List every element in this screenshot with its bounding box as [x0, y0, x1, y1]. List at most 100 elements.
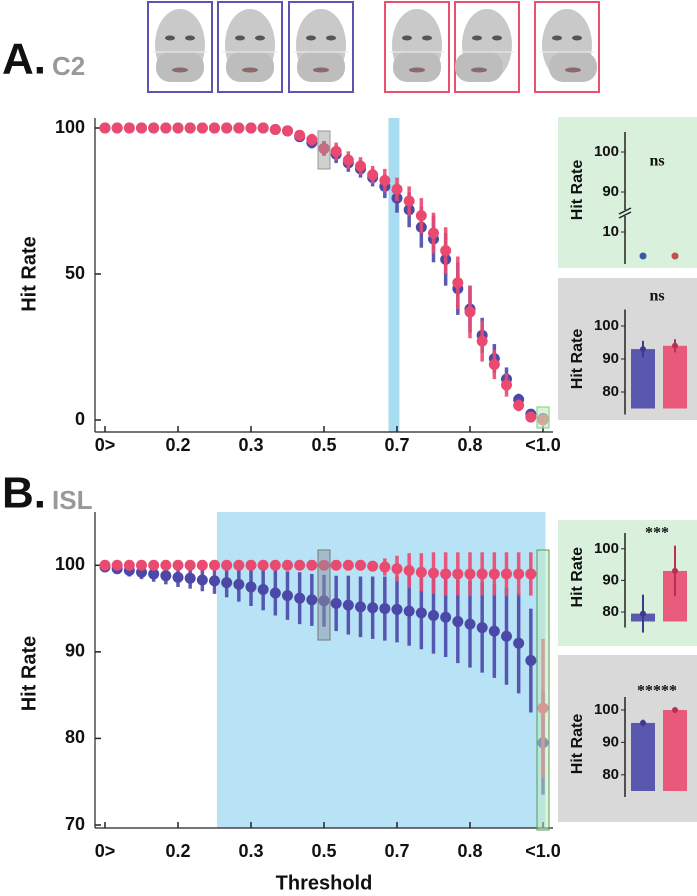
- data-point: [209, 559, 220, 571]
- data-point: [221, 577, 233, 589]
- face-bottom: [226, 52, 274, 82]
- data-point: [428, 567, 439, 579]
- data-point: [476, 622, 488, 634]
- data-point: [367, 560, 379, 572]
- data-point: [245, 559, 257, 571]
- data-point: [379, 603, 391, 615]
- y-tick-label: 80: [602, 603, 619, 620]
- data-point: [209, 122, 220, 134]
- data-point: [513, 637, 525, 649]
- y-tick-label: 70: [65, 814, 85, 834]
- data-point: [403, 605, 415, 617]
- data-point: [476, 335, 488, 347]
- y-tick-label: 90: [602, 183, 619, 200]
- data-point: [476, 568, 488, 580]
- data-point: [464, 306, 476, 318]
- x-axis-label: Threshold: [276, 872, 373, 894]
- face-bottom: [455, 52, 503, 82]
- x-tick-label: 0>: [95, 841, 116, 861]
- eye: [306, 35, 316, 41]
- data-point: [257, 122, 269, 134]
- data-point: [513, 568, 525, 580]
- data-point: [379, 561, 391, 573]
- data-point: [318, 142, 330, 154]
- eye: [472, 35, 482, 41]
- data-point: [123, 122, 135, 134]
- data-point: [671, 252, 679, 260]
- data-point: [306, 134, 318, 146]
- data-point: [428, 609, 439, 621]
- eye: [422, 35, 432, 41]
- data-point: [184, 572, 196, 584]
- data-point: [245, 581, 257, 593]
- x-tick-label: 0.3: [238, 435, 263, 455]
- bar-mean: [640, 719, 646, 726]
- data-point: [525, 568, 537, 580]
- data-point: [136, 559, 147, 571]
- face-thumbnail: [217, 1, 283, 93]
- data-point: [330, 597, 342, 609]
- data-point: [379, 175, 391, 187]
- data-point: [196, 559, 208, 571]
- y-axis-label: Hit Rate: [569, 160, 586, 221]
- face-bottom: [393, 52, 441, 82]
- data-point: [148, 559, 160, 571]
- data-point: [391, 603, 403, 615]
- data-point: [501, 630, 512, 642]
- data-point: [184, 559, 196, 571]
- data-point: [172, 571, 184, 583]
- data-point: [233, 578, 245, 590]
- data-point: [269, 587, 281, 599]
- y-tick-label: 80: [602, 766, 619, 783]
- data-point: [440, 245, 452, 257]
- panel-letter: A.: [2, 35, 46, 84]
- data-point: [415, 566, 427, 578]
- highlight-box: [317, 549, 331, 641]
- data-point: [367, 169, 379, 181]
- data-point: [172, 122, 184, 134]
- x-tick-label: 0.7: [384, 841, 409, 861]
- bar-mean: [672, 342, 678, 349]
- significance: *****: [637, 683, 677, 700]
- data-point: [342, 559, 354, 571]
- data-point: [330, 559, 342, 571]
- y-tick-label: 0: [75, 409, 85, 429]
- bar: [631, 349, 655, 409]
- data-point: [111, 122, 123, 134]
- face-bottom: [549, 52, 597, 82]
- y-axis-label: Hit Rate: [18, 636, 40, 712]
- eye: [165, 35, 175, 41]
- mouth: [242, 67, 258, 73]
- mouth: [565, 67, 581, 73]
- data-point: [160, 122, 172, 134]
- bar-mean: [640, 346, 646, 353]
- data-point: [136, 122, 147, 134]
- eye: [326, 35, 336, 41]
- eye: [255, 35, 265, 41]
- data-point: [501, 568, 512, 580]
- mouth: [172, 67, 188, 73]
- data-point: [196, 574, 208, 586]
- data-point: [184, 122, 196, 134]
- data-point: [306, 594, 318, 606]
- data-point: [221, 559, 233, 571]
- x-tick-label: 0.5: [311, 435, 336, 455]
- y-tick-label: 90: [65, 641, 85, 661]
- eye: [492, 35, 502, 41]
- eye: [402, 35, 412, 41]
- highlight-band: [216, 512, 546, 828]
- data-point: [342, 599, 354, 611]
- data-point: [111, 559, 123, 571]
- x-tick-label: 0.8: [457, 841, 482, 861]
- data-point: [440, 568, 452, 580]
- highlight-box: [536, 549, 550, 831]
- y-axis-label: Hit Rate: [569, 547, 586, 608]
- y-tick-label: 90: [602, 350, 619, 367]
- data-point: [269, 123, 281, 135]
- face-thumbnail: [534, 1, 600, 93]
- data-point: [403, 195, 415, 207]
- data-point: [488, 359, 500, 371]
- bar-mean: [672, 567, 678, 574]
- data-point: [428, 227, 439, 239]
- data-point: [99, 559, 111, 571]
